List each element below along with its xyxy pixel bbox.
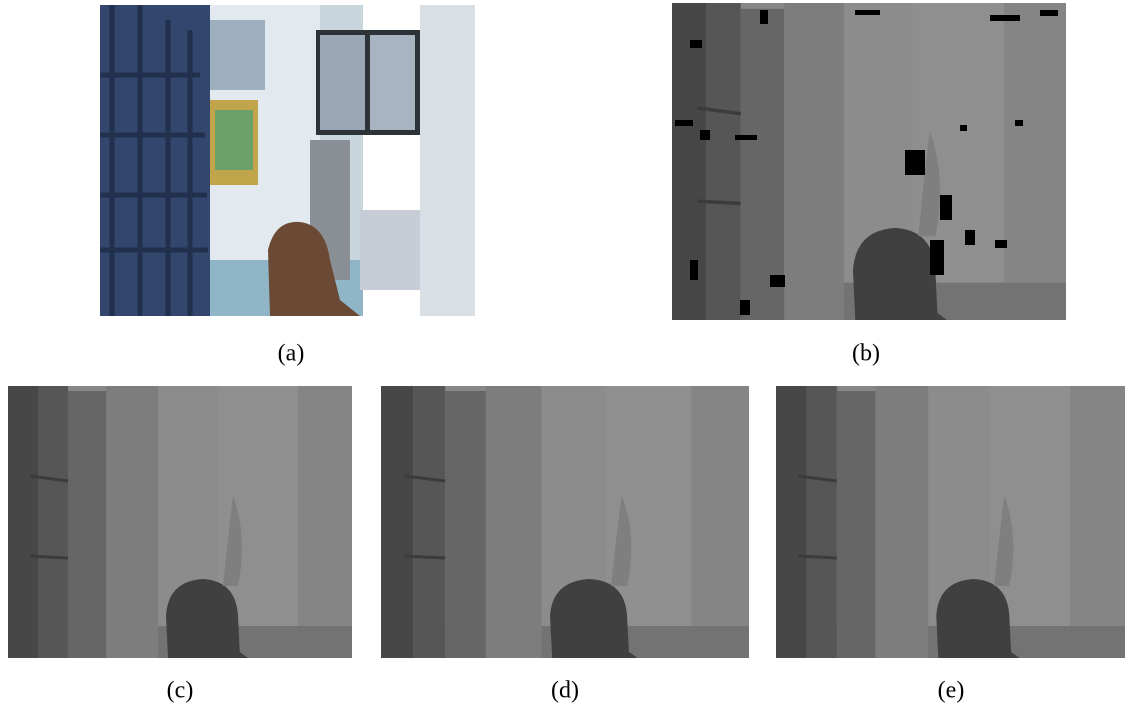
caption: (e) [938,678,965,704]
depth-image [776,386,1125,658]
depth-image [8,386,352,658]
raw-depth [672,3,1066,320]
depth-image [381,386,749,658]
caption: (d) [551,678,579,704]
rgb-image [100,5,475,316]
caption: (c) [167,678,194,704]
caption: (a) [278,341,305,367]
figure: (a) (b) (c) (d) (e) [0,0,1134,711]
caption: (b) [852,341,880,367]
